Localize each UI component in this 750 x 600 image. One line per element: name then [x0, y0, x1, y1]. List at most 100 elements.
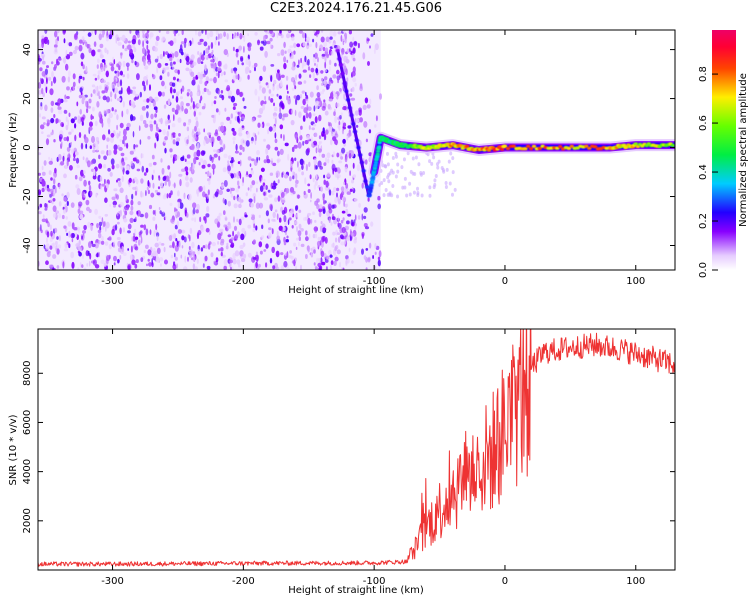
noise-blob [420, 193, 424, 198]
noise-blob [377, 195, 381, 201]
noise-blob [207, 243, 211, 250]
noise-blob [154, 58, 159, 63]
noise-blob [160, 181, 164, 188]
noise-blob [253, 196, 256, 204]
noise-blob [181, 235, 185, 241]
noise-blob [140, 257, 144, 262]
noise-blob [310, 219, 313, 224]
noise-blob [314, 233, 318, 239]
noise-blob [384, 188, 388, 193]
noise-blob [176, 137, 181, 142]
y-tick-label: -20 [22, 188, 33, 204]
noise-blob [188, 193, 192, 201]
noise-blob [333, 111, 336, 116]
noise-blob [103, 221, 106, 227]
noise-blob [197, 41, 202, 46]
noise-blob [275, 250, 280, 258]
noise-blob [342, 138, 346, 144]
noise-blob [87, 105, 92, 109]
noise-blob [242, 139, 245, 144]
noise-blob [39, 113, 41, 118]
noise-blob [263, 185, 267, 190]
noise-blob [151, 154, 155, 160]
noise-blob [316, 85, 319, 91]
noise-blob [156, 247, 161, 254]
noise-blob [277, 159, 280, 164]
noise-blob [174, 69, 179, 74]
snr-y-axis-label: SNR (10 * v/v) [8, 414, 19, 485]
ridge-point [526, 144, 531, 148]
noise-blob [340, 186, 345, 192]
noise-blob [300, 93, 302, 99]
noise-blob [416, 186, 420, 191]
noise-blob [134, 263, 138, 269]
noise-blob [333, 139, 338, 145]
noise-blob [48, 156, 50, 160]
noise-blob [57, 244, 62, 249]
noise-blob [217, 67, 222, 72]
noise-blob [325, 129, 329, 135]
noise-blob [260, 40, 264, 44]
noise-blob [386, 162, 390, 167]
noise-blob [252, 257, 257, 260]
noise-blob [320, 70, 324, 74]
noise-blob [342, 106, 347, 111]
noise-blob [139, 139, 142, 145]
noise-blob [132, 101, 136, 109]
noise-blob [174, 133, 177, 137]
noise-blob [104, 213, 109, 217]
noise-blob [312, 38, 315, 43]
noise-blob [108, 129, 111, 135]
noise-blob [57, 57, 62, 61]
noise-blob [134, 60, 137, 66]
noise-blob [210, 52, 214, 57]
noise-blob [126, 73, 130, 79]
noise-blob [181, 168, 186, 172]
y-tick-label: 2000 [22, 508, 33, 533]
noise-blob [352, 36, 355, 44]
noise-blob [198, 162, 201, 166]
noise-blob [202, 245, 206, 249]
noise-blob [145, 244, 149, 249]
noise-blob [74, 134, 77, 142]
noise-blob [270, 93, 275, 97]
colorbar-tick-label: 0.0 [698, 262, 709, 278]
noise-blob [168, 235, 173, 241]
noise-blob [311, 127, 316, 131]
noise-blob [149, 101, 151, 108]
noise-blob [361, 213, 364, 221]
noise-blob [143, 120, 147, 125]
noise-blob [160, 263, 162, 267]
noise-blob [252, 193, 257, 199]
noise-blob [284, 230, 287, 236]
noise-blob [205, 171, 207, 175]
noise-blob [156, 192, 161, 196]
noise-blob [270, 98, 274, 103]
noise-blob [322, 46, 326, 52]
noise-blob [85, 41, 88, 47]
noise-blob [324, 55, 327, 63]
ridge-point [377, 145, 382, 149]
noise-blob [349, 131, 352, 137]
noise-blob [229, 160, 234, 164]
noise-blob [227, 155, 232, 160]
noise-blob [287, 153, 290, 161]
noise-blob [122, 252, 127, 256]
noise-blob [117, 258, 120, 264]
noise-blob [276, 93, 279, 97]
noise-blob [263, 138, 266, 142]
noise-blob [63, 248, 69, 252]
noise-blob [369, 98, 372, 105]
noise-blob [137, 239, 141, 246]
noise-blob [364, 97, 369, 104]
noise-blob [236, 259, 241, 265]
snr-series-line [38, 329, 675, 567]
noise-blob [113, 144, 118, 151]
noise-blob [82, 95, 86, 101]
noise-blob [307, 106, 312, 111]
noise-blob [207, 90, 212, 96]
noise-blob [335, 245, 339, 250]
noise-blob [341, 267, 343, 270]
noise-blob [84, 136, 89, 144]
